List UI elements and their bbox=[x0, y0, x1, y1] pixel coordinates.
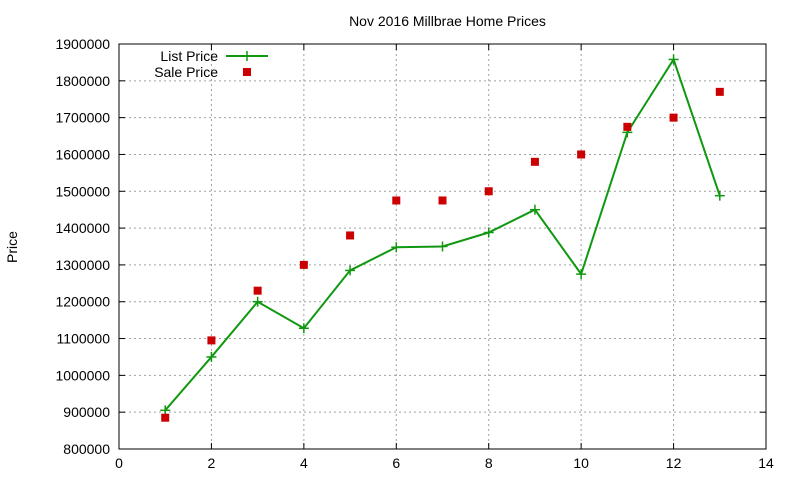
y-tick-label: 1400000 bbox=[55, 220, 110, 236]
axis-ticks: 0 2 4 6 8 10 12 14 800000 900000 1000000 1100000 120… bbox=[55, 36, 774, 471]
data-point bbox=[669, 113, 678, 122]
y-tick-label: 1700000 bbox=[55, 110, 110, 126]
y-tick-label: 1500000 bbox=[55, 183, 110, 199]
data-point bbox=[715, 87, 724, 96]
data-point bbox=[206, 351, 217, 362]
y-axis-label: Price bbox=[4, 231, 20, 263]
data-point bbox=[298, 323, 309, 334]
data-point bbox=[392, 196, 401, 205]
data-point bbox=[299, 260, 308, 269]
series-sale-price bbox=[161, 87, 724, 422]
y-tick-label: 1000000 bbox=[55, 367, 110, 383]
data-point bbox=[714, 190, 725, 201]
data-point bbox=[346, 231, 355, 240]
x-tick-label: 2 bbox=[208, 455, 216, 471]
data-point bbox=[252, 296, 263, 307]
data-point bbox=[577, 150, 586, 159]
y-tick-label: 900000 bbox=[63, 404, 110, 420]
y-tick-label: 1800000 bbox=[55, 73, 110, 89]
legend-marker bbox=[243, 68, 251, 76]
legend-label: Sale Price bbox=[154, 64, 218, 80]
data-point bbox=[623, 122, 632, 131]
y-tick-label: 1100000 bbox=[57, 331, 111, 347]
chart-title: Nov 2016 Millbrae Home Prices bbox=[349, 13, 546, 29]
legend-label: List Price bbox=[160, 48, 218, 64]
x-tick-label: 12 bbox=[666, 455, 682, 471]
data-point bbox=[529, 204, 540, 215]
plot-border bbox=[118, 43, 767, 450]
x-tick-label: 4 bbox=[300, 455, 308, 471]
x-tick-label: 14 bbox=[758, 455, 774, 471]
x-tick-label: 8 bbox=[485, 455, 493, 471]
data-point bbox=[160, 405, 171, 416]
y-tick-label: 1900000 bbox=[55, 36, 110, 52]
data-point bbox=[207, 336, 216, 345]
x-tick-label: 10 bbox=[573, 455, 589, 471]
data-point bbox=[484, 187, 493, 196]
y-tick-label: 1600000 bbox=[55, 146, 110, 162]
data-point bbox=[483, 227, 494, 238]
data-point bbox=[345, 265, 356, 276]
data-point bbox=[530, 157, 539, 166]
data-point bbox=[161, 413, 170, 422]
data-point bbox=[253, 286, 262, 295]
x-tick-label: 0 bbox=[115, 455, 123, 471]
series-layer bbox=[160, 54, 725, 422]
series-list-price bbox=[160, 54, 725, 416]
data-point bbox=[437, 241, 448, 252]
y-tick-label: 1200000 bbox=[55, 294, 110, 310]
data-point bbox=[668, 54, 679, 65]
data-point bbox=[438, 196, 447, 205]
y-tick-label: 800000 bbox=[63, 441, 110, 457]
data-point bbox=[576, 269, 587, 280]
y-tick-label: 1300000 bbox=[55, 257, 110, 273]
x-tick-label: 6 bbox=[392, 455, 400, 471]
series-line bbox=[164, 57, 721, 411]
legend-marker bbox=[242, 51, 252, 61]
data-point bbox=[391, 242, 402, 253]
